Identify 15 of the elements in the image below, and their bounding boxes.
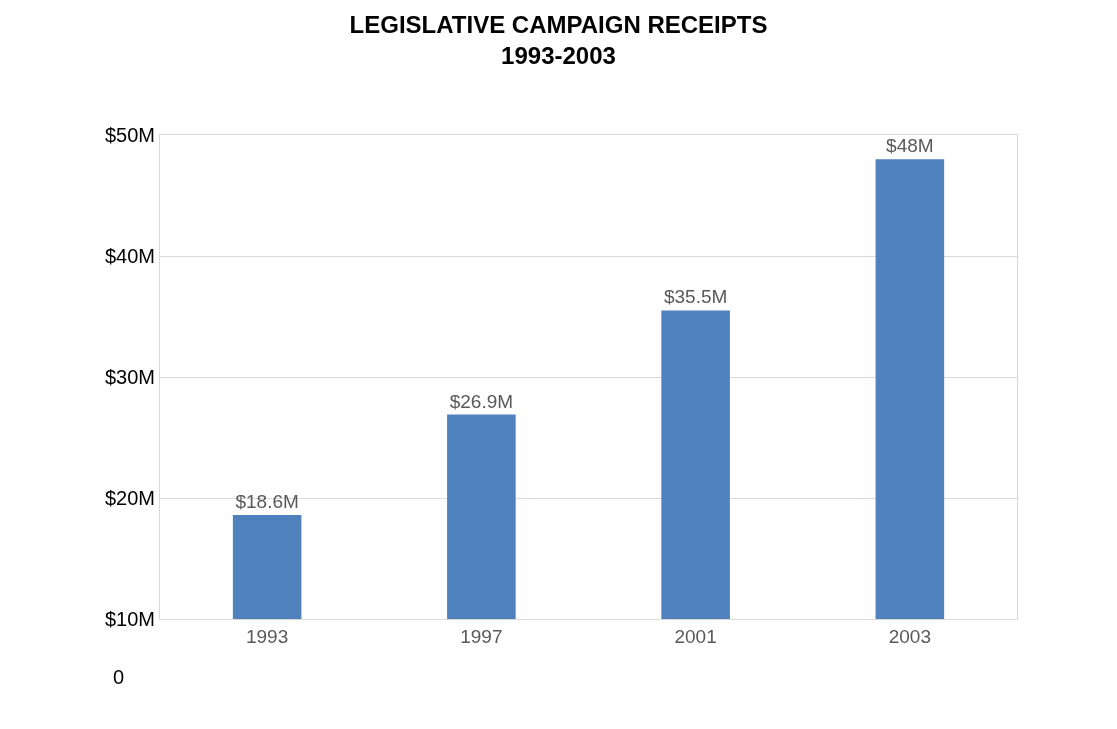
y-tick-label: $20M bbox=[104, 487, 155, 509]
text: 0 bbox=[113, 666, 125, 688]
x-tick-label: 2003 bbox=[888, 625, 932, 647]
text: $18.6M bbox=[235, 490, 299, 512]
text: $35.5M bbox=[663, 286, 728, 308]
x-tick-label: 2001 bbox=[674, 625, 717, 647]
y-tick-label: $30M bbox=[104, 366, 155, 388]
x-tick-label: 1993 bbox=[245, 625, 289, 647]
y-tick-label: $10M bbox=[104, 608, 155, 630]
text: $26.9M bbox=[449, 390, 514, 412]
y-tick-label: $50M bbox=[104, 124, 155, 146]
text: $48M bbox=[886, 135, 934, 157]
chart-title: LEGISLATIVE CAMPAIGN RECEIPTS 1993-2003 bbox=[349, 10, 768, 69]
y-tick-label: $40M bbox=[104, 245, 155, 267]
x-tick-label: 1997 bbox=[460, 625, 503, 647]
